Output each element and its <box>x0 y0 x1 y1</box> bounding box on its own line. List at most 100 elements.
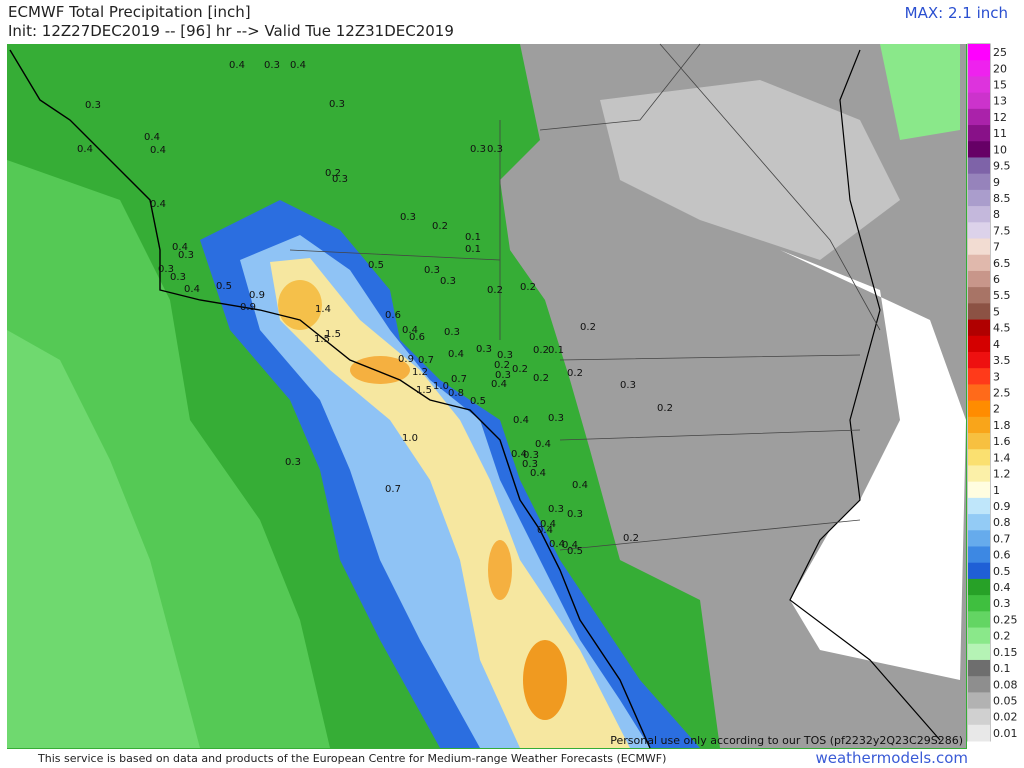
colorbar-label: 1.6 <box>993 435 1011 448</box>
colorbar-label: 0.3 <box>993 597 1011 610</box>
map-value-label: 0.4 <box>491 379 507 390</box>
colorbar-label: 8.5 <box>993 192 1011 205</box>
colorbar-swatch <box>968 44 990 61</box>
map-value-label: 0.4 <box>150 145 166 156</box>
map-value-label: 0.6 <box>409 332 425 343</box>
colorbar-label: 3.5 <box>993 354 1011 367</box>
map-value-label: 0.4 <box>572 480 588 491</box>
map-value-label: 0.4 <box>290 60 306 71</box>
map-value-label: 0.4 <box>537 525 553 536</box>
light-green <box>7 330 200 748</box>
colorbar-label: 1 <box>993 484 1000 497</box>
map-value-label: 0.4 <box>511 449 527 460</box>
map-value-label: 0.3 <box>178 250 194 261</box>
colorbar-label: 0.7 <box>993 532 1011 545</box>
colorbar-label: 3 <box>993 370 1000 383</box>
map-value-label: 0.4 <box>184 284 200 295</box>
colorbar-swatch <box>968 351 990 369</box>
colorbar-label: 1.2 <box>993 468 1011 481</box>
colorbar-swatch <box>968 676 990 693</box>
map-value-label: 0.3 <box>476 344 492 355</box>
colorbar-label: 25 <box>993 46 1007 59</box>
colorbar-swatch <box>968 724 990 742</box>
colorbar-swatch <box>968 595 990 612</box>
yellow-band <box>270 258 630 748</box>
colorbar-label: 2.5 <box>993 387 1011 400</box>
map-value-label: 0.3 <box>424 265 440 276</box>
colorbar-label: 0.6 <box>993 549 1011 562</box>
colorbar-label: 0.02 <box>993 711 1018 724</box>
colorbar-label: 1.8 <box>993 419 1011 432</box>
map-value-label: 0.3 <box>487 144 503 155</box>
map-value-label: 0.4 <box>549 539 565 550</box>
colorbar-label: 2 <box>993 403 1000 416</box>
colorbar-swatch <box>968 270 990 288</box>
colorbar-label: 5 <box>993 305 1000 318</box>
colorbar-swatch <box>968 659 990 677</box>
map-value-label: 0.3 <box>497 350 513 361</box>
map-value-label: 0.3 <box>523 450 539 461</box>
colorbar-label: 13 <box>993 95 1007 108</box>
tos-notice: Personal use only according to our TOS (… <box>610 734 963 747</box>
colorbar-swatch <box>968 108 990 126</box>
map-value-label: 0.4 <box>513 415 529 426</box>
map-value-label: 1.5 <box>325 329 341 340</box>
map-value-label: 0.4 <box>402 325 418 336</box>
colorbar-label: 11 <box>993 127 1007 140</box>
colorbar-label: 0.2 <box>993 630 1011 643</box>
colorbar-label: 0.4 <box>993 581 1011 594</box>
coastline <box>9 49 651 749</box>
map-value-label: 0.4 <box>150 199 166 210</box>
colorbar-label: 0.15 <box>993 646 1018 659</box>
map-value-label: 0.2 <box>325 168 341 179</box>
map-value-label: 0.6 <box>385 310 401 321</box>
map-value-label: 0.5 <box>567 546 583 557</box>
colorbar-swatch <box>968 92 990 110</box>
map-value-label: 0.1 <box>465 232 481 243</box>
colorbar-label: 0.9 <box>993 500 1011 513</box>
orange-patch <box>488 540 512 600</box>
map-value-label: 0.2 <box>533 345 549 356</box>
map-value-label: 0.2 <box>520 282 536 293</box>
colorbar-swatch <box>968 206 990 223</box>
map-value-label: 0.3 <box>329 99 345 110</box>
map-value-label: 0.4 <box>448 349 464 360</box>
colorbar-swatch <box>968 303 990 321</box>
colorbar-swatch <box>968 627 990 645</box>
map-value-label: 0.3 <box>85 100 101 111</box>
map-value-label: 0.2 <box>623 533 639 544</box>
colorbar-label: 7.5 <box>993 224 1011 237</box>
map-value-label: 1.2 <box>412 367 428 378</box>
colorbar-label: 1.4 <box>993 451 1011 464</box>
colorbar-swatch <box>968 497 990 515</box>
map-value-label: 0.2 <box>487 285 503 296</box>
colorbar-label: 4.5 <box>993 322 1011 335</box>
map-value-label: 1.0 <box>402 433 418 444</box>
light-green <box>880 44 960 140</box>
map-value-label: 0.3 <box>158 264 174 275</box>
map-value-label: 0.3 <box>332 174 348 185</box>
colorbar-label: 0.05 <box>993 694 1018 707</box>
map-value-label: 1.4 <box>315 304 331 315</box>
colorbar-swatch <box>968 514 990 531</box>
colorbar-label: 9.5 <box>993 160 1011 173</box>
map-value-label: 0.3 <box>548 413 564 424</box>
colorbar-label: 0.1 <box>993 662 1011 675</box>
map-value-label: 1.0 <box>433 381 449 392</box>
map-value-label: 0.2 <box>494 360 510 371</box>
colorbar-swatch <box>968 611 990 629</box>
colorbar-swatch <box>968 319 990 337</box>
map-value-label: 0.3 <box>620 380 636 391</box>
colorbar-label: 0.08 <box>993 678 1018 691</box>
colorbar-swatch <box>968 433 990 450</box>
colorbar-label: 0.25 <box>993 613 1018 626</box>
colorbar-swatch <box>968 141 990 158</box>
map-value-label: 0.5 <box>470 396 486 407</box>
map-value-label: 0.2 <box>657 403 673 414</box>
colorbar-swatch <box>968 578 990 596</box>
map-value-label: 0.2 <box>512 364 528 375</box>
colorbar-swatch <box>968 416 990 434</box>
site-link[interactable]: weathermodels.com <box>815 749 968 767</box>
